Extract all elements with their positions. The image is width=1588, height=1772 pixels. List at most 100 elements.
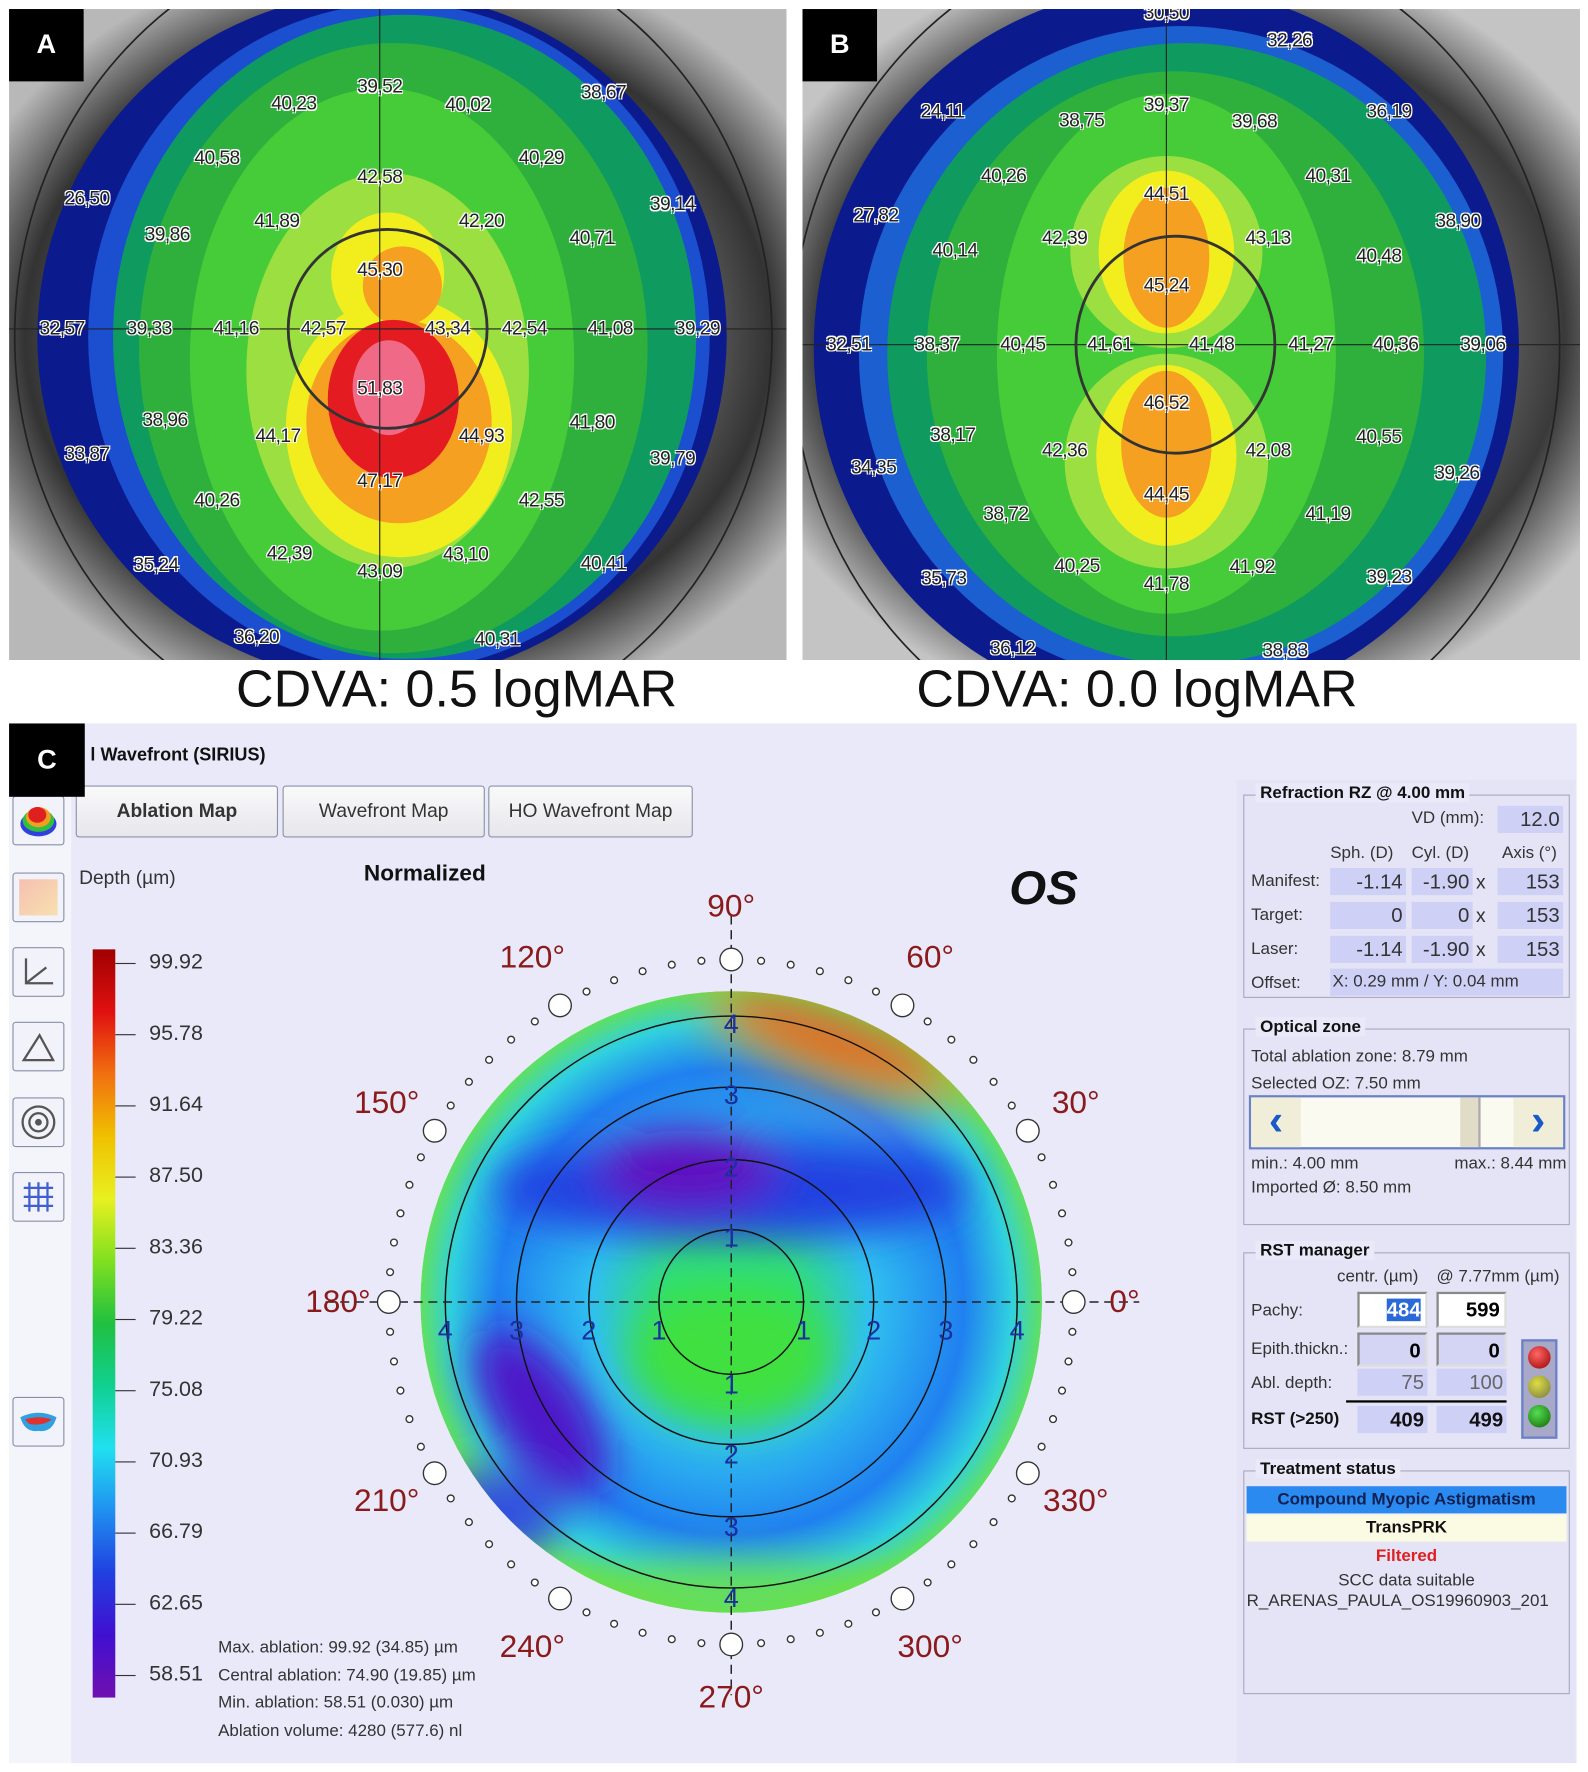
power-value: 41,48 — [1188, 333, 1235, 355]
eye-label: OS — [1009, 861, 1078, 915]
caption-a: CDVA: 0.5 logMAR — [236, 658, 678, 718]
angle-dot — [446, 1494, 455, 1503]
selected-oz: Selected OZ: 7.50 mm — [1251, 1073, 1421, 1093]
power-value: 32,57 — [39, 317, 86, 340]
scale-tick-label: 91.64 — [149, 1092, 203, 1117]
axes-icon[interactable] — [12, 947, 65, 997]
texture-map-icon[interactable] — [12, 872, 65, 923]
scale-tick-mark — [115, 1461, 136, 1463]
sum-line — [1346, 1400, 1507, 1403]
ring-number: 3 — [723, 1512, 739, 1543]
tab-ho-wavefront-map[interactable]: HO Wavefront Map — [488, 785, 693, 838]
axis-field[interactable]: 153 — [1497, 901, 1564, 930]
refraction-title: Refraction RZ @ 4.00 mm — [1255, 783, 1470, 803]
patient-file: R_ARENAS_PAULA_OS19960903_201 — [1246, 1591, 1549, 1611]
power-value: 44,93 — [458, 424, 505, 447]
power-value: 42,58 — [357, 166, 403, 188]
power-value: 30,50 — [1143, 9, 1190, 24]
angle-marker — [719, 1632, 744, 1657]
power-value: 38,67 — [580, 81, 627, 103]
ablation-stats: Max. ablation: 99.92 (34.85) µm Central … — [218, 1634, 476, 1745]
angle-dot — [1064, 1238, 1073, 1247]
angle-measure-icon[interactable] — [12, 1021, 65, 1072]
target-rings-icon[interactable] — [12, 1097, 65, 1148]
angle-label: 330° — [1043, 1482, 1109, 1518]
power-value: 38,96 — [142, 409, 188, 431]
power-value: 40,71 — [569, 227, 616, 249]
axis-field[interactable]: 153 — [1497, 867, 1564, 896]
tab-ablation-map[interactable]: Ablation Map — [75, 785, 279, 838]
angle-label: 150° — [353, 1084, 420, 1121]
power-value: 40,02 — [445, 93, 491, 116]
power-value: 47,17 — [357, 470, 403, 492]
epith-central-input[interactable]: 0 — [1357, 1332, 1428, 1367]
grid-icon[interactable] — [12, 1172, 65, 1222]
power-value: 41,78 — [1143, 573, 1190, 595]
rst-title: RST manager — [1255, 1240, 1374, 1261]
filtered-status: Filtered — [1375, 1546, 1438, 1566]
cyl-field[interactable]: 0 — [1411, 901, 1473, 930]
power-value: 41,80 — [569, 411, 616, 433]
slider-thumb[interactable] — [1460, 1097, 1481, 1148]
angle-dot — [871, 1608, 881, 1617]
angle-marker — [548, 1586, 572, 1611]
power-value: 26,50 — [64, 187, 110, 210]
power-value: 39,37 — [1143, 93, 1190, 116]
epith-peripheral-input[interactable]: 0 — [1436, 1332, 1507, 1367]
axis-field[interactable]: 153 — [1497, 935, 1564, 963]
angle-marker — [1061, 1290, 1086, 1314]
cyl-field[interactable]: -1.90 — [1411, 935, 1473, 963]
power-value: 40,25 — [1054, 554, 1100, 577]
rst-peripheral: 499 — [1436, 1405, 1507, 1434]
slider-right-button[interactable]: › — [1513, 1097, 1564, 1148]
angle-dot — [969, 1540, 978, 1549]
power-value: 40,26 — [980, 165, 1027, 187]
angle-dot — [1064, 1357, 1073, 1366]
sph-field[interactable]: -1.14 — [1330, 867, 1406, 896]
power-value: 35,24 — [133, 553, 179, 576]
angle-label: 120° — [499, 939, 566, 975]
power-value: 42,36 — [1042, 439, 1088, 462]
optical-zone-group: Optical zone Total ablation zone: 8.79 m… — [1243, 1017, 1570, 1226]
pachy-central-input[interactable]: 484 — [1357, 1291, 1428, 1328]
sph-field[interactable]: 0 — [1330, 901, 1406, 930]
scale-tick-label: 87.50 — [149, 1164, 203, 1188]
angle-marker — [1015, 1461, 1040, 1486]
cyl-field[interactable]: -1.90 — [1411, 867, 1473, 896]
vd-field[interactable]: 12.0 — [1497, 805, 1564, 833]
angle-dot — [464, 1518, 473, 1527]
power-value: 40,23 — [271, 92, 317, 115]
tab-wavefront-map[interactable]: Wavefront Map — [282, 785, 485, 838]
pachy-peripheral-input[interactable]: 599 — [1436, 1291, 1507, 1328]
times-sign: x — [1476, 905, 1486, 927]
angle-dot — [530, 1578, 539, 1587]
power-value: 39,06 — [1460, 333, 1506, 355]
angle-dot — [507, 1560, 516, 1569]
scale-tick-label: 95.78 — [149, 1021, 203, 1046]
ring-number: 3 — [938, 1315, 954, 1347]
angle-label: 270° — [698, 1679, 764, 1715]
power-value: 39,68 — [1231, 110, 1278, 133]
topography-colormap-b — [802, 9, 1581, 661]
abl-depth-central: 75 — [1357, 1368, 1428, 1396]
ring-number: 1 — [723, 1369, 739, 1401]
power-value: 41,92 — [1229, 556, 1276, 578]
power-value: 43,34 — [424, 317, 471, 340]
power-value: 36,12 — [990, 637, 1036, 659]
power-value: 45,24 — [1143, 274, 1190, 297]
power-value: 32,51 — [826, 333, 872, 355]
profile-map-icon[interactable] — [12, 1396, 65, 1447]
sph-field[interactable]: -1.14 — [1330, 935, 1406, 963]
slider-left-button[interactable]: ‹ — [1251, 1097, 1301, 1148]
angle-label: 300° — [897, 1628, 963, 1664]
power-value: 40,31 — [474, 628, 521, 650]
vd-label: VD (mm): — [1411, 808, 1485, 828]
angle-dot — [815, 1628, 824, 1637]
oz-slider[interactable]: ‹ › — [1248, 1095, 1566, 1150]
power-value: 35,73 — [921, 567, 967, 589]
ring-number: 4 — [723, 1009, 739, 1040]
max-ablation: Max. ablation: 99.92 (34.85) µm — [218, 1637, 458, 1657]
angle-dot — [1057, 1386, 1067, 1395]
ablation-3d-icon[interactable] — [12, 795, 65, 846]
power-value: 40,45 — [1000, 333, 1046, 355]
